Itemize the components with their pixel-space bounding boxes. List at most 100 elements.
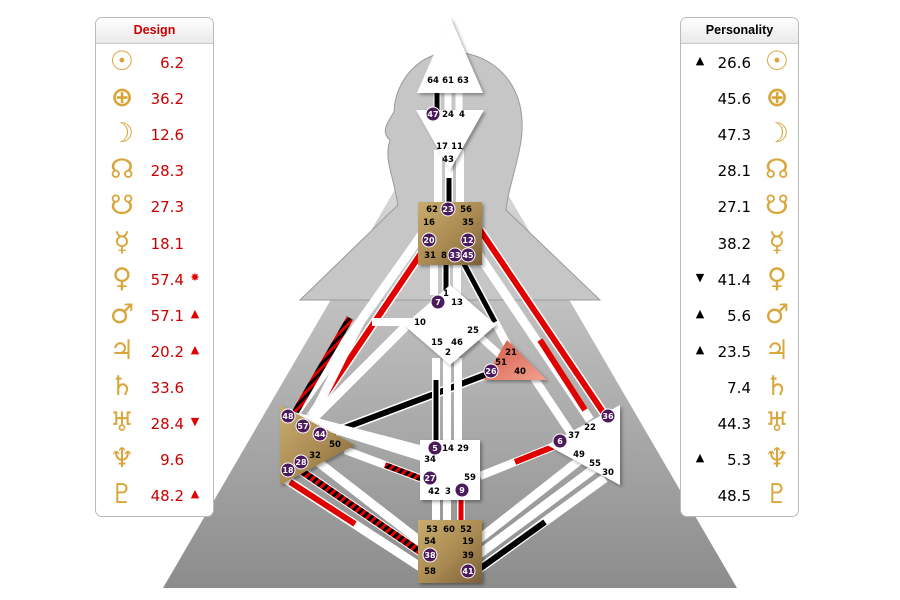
gate-16: 16 [423,218,435,228]
design-row-mercury: ☿ 18.1 [96,226,213,262]
design-row-north-node: ☊ 28.3 [96,153,213,189]
gate-4: 4 [459,110,465,120]
design-panel: Design ☉ 6.2 ⊕ 36.2 ☽ 12.6 ☊ 28.3 ☋ 27.3 ☿ 18.1 ♀ 57.… [95,17,214,517]
channel-18-58-design [288,479,357,527]
personality-gate-line-value: 41.4 [717,270,751,289]
gate-25: 25 [467,326,479,336]
mercury-icon: ☿ [113,226,131,258]
gate-38: 38 [424,551,436,560]
design-row-venus: ♀ 57.4 ✸ [96,262,213,298]
design-row-saturn: ♄ 33.6 [96,370,213,406]
activated-gate-marker [295,418,311,434]
gate-30: 30 [602,468,614,478]
design-gate-line-value: 12.6 [150,126,184,145]
uranus-icon: ♅ [764,407,790,438]
channel-40-37 [526,369,576,438]
design-fixing-mark: ▼ [190,415,200,428]
activated-gate-marker [427,440,443,456]
uranus-icon: ♅ [109,407,135,438]
personality-row-uranus: ♅ 44.3 [681,406,798,442]
personality-row-north-node: ☊ 28.1 [681,153,798,189]
gate-14: 14 [442,444,454,454]
personality-gate-line-value: 26.6 [717,54,751,72]
activated-gate-marker [454,482,470,498]
gate-6: 6 [557,437,563,446]
gate-15: 15 [431,338,443,348]
gate-49: 49 [573,450,585,460]
gate-1: 1 [443,289,449,299]
gate-29: 29 [457,444,469,454]
gate-62: 62 [426,205,438,215]
gate-52: 52 [460,525,472,535]
gate-53: 53 [426,525,438,535]
channel-35-36-design [477,228,608,417]
gate-42: 42 [428,487,440,497]
design-panel-title: Design [96,18,213,44]
personality-row-south-node: ☋ 27.1 [681,189,798,225]
venus-icon: ♀ [767,262,787,294]
jupiter-icon: ♃ [764,334,790,366]
gate-22: 22 [584,423,596,433]
personality-panel-title: Personality [681,18,798,44]
design-gate-line-value: 20.2 [150,342,184,361]
channel-10-57 [306,318,414,426]
personality-row-venus: ♀ 41.4 ▼ [681,262,798,298]
personality-fixing-mark: ▼ [695,270,705,284]
personality-fixing-mark: ▲ [695,54,705,67]
pluto-icon: ♇ [109,479,135,511]
design-fixing-mark: ✸ [190,270,200,284]
channel-49-19 [475,452,588,544]
channel-32-54 [315,458,428,549]
gate-13: 13 [451,298,463,308]
gate-58: 58 [424,567,436,577]
channels [281,90,609,574]
activated-gate-marker [422,470,438,486]
channel-55-39 [475,464,598,559]
pluto-icon: ♇ [764,479,790,511]
activated-gate-marker [312,426,328,442]
gate-55: 55 [589,459,601,469]
gate-12: 12 [462,236,473,245]
activated-gate-marker [425,106,441,122]
personality-fixing-mark: ▲ [695,342,705,356]
solar-plexus-center [547,405,620,485]
gate-27: 27 [424,474,435,483]
gate-24: 24 [442,110,454,120]
gate-43: 43 [442,155,454,165]
sun-icon: ☉ [109,46,135,77]
gate-50: 50 [329,440,341,450]
north-node-icon: ☊ [765,154,789,186]
activated-gate-marker [460,247,476,263]
personality-fixing-mark: ▲ [695,451,705,465]
personality-fixing-mark: ▲ [695,306,705,320]
personality-row-mars: ♂ 5.6 ▲ [681,298,798,334]
design-gate-line-value: 57.4 [150,270,184,289]
design-fixing-mark: ▲ [190,306,200,320]
personality-gate-line-value: 45.6 [717,90,751,109]
neptune-icon: ♆ [109,443,135,475]
gate-28: 28 [295,458,307,467]
activated-gate-marker [280,462,296,478]
design-row-pluto: ♇ 48.2 ▲ [96,478,213,514]
channel-34-20 [291,411,426,454]
design-gate-line-value: 18.1 [150,234,184,253]
gate-19: 19 [462,537,474,547]
personality-row-neptune: ♆ 5.3 ▲ [681,442,798,478]
gate-41: 41 [462,567,474,576]
design-row-moon: ☽ 12.6 [96,117,213,153]
gate-17: 17 [436,142,448,152]
mars-icon: ♂ [109,298,135,330]
moon-icon: ☽ [109,118,135,150]
ajna-center [416,110,484,170]
design-fixing-mark: ▲ [190,342,200,356]
personality-gate-line-value: 44.3 [717,415,751,433]
jupiter-icon: ♃ [109,334,135,366]
design-fixing-mark: ▲ [190,487,200,501]
mercury-icon: ☿ [768,226,786,258]
personality-gate-line-value: 7.4 [727,378,751,397]
gate-59: 59 [464,473,476,483]
gate-54: 54 [424,537,436,547]
earth-icon: ⊕ [110,82,134,114]
sun-icon: ☉ [764,46,790,77]
